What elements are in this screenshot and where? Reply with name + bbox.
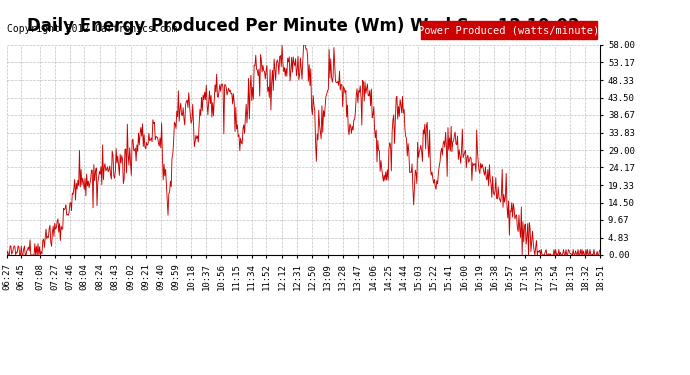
Text: Daily Energy Produced Per Minute (Wm) Wed Sep 12 19:02: Daily Energy Produced Per Minute (Wm) We… (28, 17, 580, 35)
Text: Copyright 2012 Cartronics.com: Copyright 2012 Cartronics.com (7, 24, 177, 34)
Text: Power Produced (watts/minute): Power Produced (watts/minute) (418, 26, 600, 35)
